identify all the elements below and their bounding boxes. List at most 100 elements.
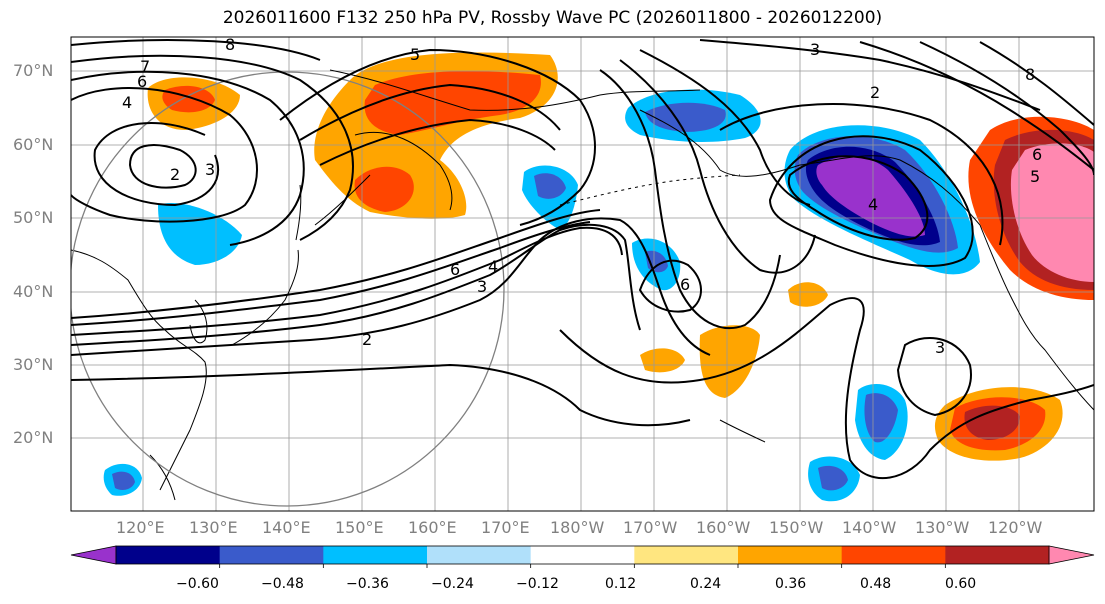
contour-label: 6 — [1032, 145, 1042, 164]
coastline-asia — [71, 249, 207, 491]
coastline-siberia — [329, 69, 701, 111]
lat-label-60n: 60°N — [13, 135, 54, 154]
colorbar-tick-label: −0.60 — [176, 576, 219, 592]
colorbar-segment — [427, 546, 532, 564]
lat-label-70n: 70°N — [13, 61, 54, 80]
contour-low-west-2 — [128, 144, 197, 189]
colorbar-tick-label: 0.24 — [690, 576, 722, 592]
colorbar-segment — [219, 546, 324, 564]
map-plot-area: 8 7 6 4 2 3 5 3 2 4 6 4 3 2 6 3 8 5 6 — [71, 35, 1094, 511]
contour-label: 3 — [810, 40, 820, 59]
contour-label: 5 — [1030, 167, 1040, 186]
contour-ridge-4 — [299, 83, 561, 141]
colorbar-frame — [115, 545, 1050, 565]
coastline-kamchatka — [354, 131, 453, 211]
colorbar-tick-label: −0.48 — [261, 576, 304, 592]
colorbar-segment — [530, 546, 635, 564]
positive-anomaly-okhotsk-core — [354, 166, 414, 212]
lat-label-40n: 40°N — [13, 282, 54, 301]
colorbar-extend-low — [70, 545, 117, 565]
contour-label: 6 — [680, 275, 690, 294]
lon-label-160w: 160°W — [696, 518, 751, 537]
colorbar — [70, 545, 1095, 568]
lon-label-170w: 170°W — [623, 518, 678, 537]
negative-anomaly-central-pac-core — [645, 250, 668, 273]
contour-sub-3b — [896, 336, 972, 417]
contour-label: 5 — [410, 45, 420, 64]
pv-contour-labels: 8 7 6 4 2 3 5 3 2 4 6 4 3 2 6 3 8 5 6 — [122, 35, 1042, 357]
contour-ridge-5 — [279, 48, 596, 226]
colorbar-tick-label: −0.36 — [346, 576, 389, 592]
lon-label-150w: 150°W — [769, 518, 824, 537]
positive-anomaly-west-coast-strong — [1010, 143, 1094, 282]
lon-label-160e: 160°E — [408, 518, 457, 537]
contour-goa-low-4 — [787, 155, 929, 241]
contour-goa-5-north — [919, 41, 1094, 176]
contour-4-jet — [71, 226, 623, 336]
negative-anomaly-bering-core — [645, 102, 726, 132]
lon-label-120e: 120°E — [116, 518, 165, 537]
pv-anomaly-shading — [103, 52, 1094, 502]
coastline-korea — [189, 299, 208, 344]
coastline-alaska — [639, 109, 981, 226]
contour-label: 4 — [868, 195, 878, 214]
contour-trough-3 — [619, 59, 816, 274]
contour-label: 3 — [477, 277, 487, 296]
coastline-hawaii — [719, 419, 766, 443]
contour-label: 8 — [225, 35, 235, 54]
colorbar-tick-label: 0.60 — [945, 576, 977, 592]
lon-label-130w: 130°W — [915, 518, 970, 537]
contour-label: 3 — [935, 338, 945, 357]
contour-ridge-3 — [319, 118, 556, 166]
colorbar-segment — [738, 546, 843, 564]
contour-west-4 — [71, 87, 258, 223]
positive-anomaly-subtropical-east-dark — [964, 405, 1020, 440]
lat-label-30n: 30°N — [13, 355, 54, 374]
contour-label: 7 — [140, 57, 150, 76]
lat-label-50n: 50°N — [13, 208, 54, 227]
contour-label: 4 — [488, 257, 498, 276]
contour-goa-low-3 — [768, 135, 974, 267]
negative-anomaly-philippines-core — [112, 471, 135, 490]
contour-label: 2 — [170, 165, 180, 184]
pv-contours — [71, 39, 1094, 479]
contour-6-jet — [71, 221, 591, 326]
contour-west-7 — [71, 54, 354, 241]
reference-circle — [71, 71, 505, 507]
positive-anomaly-midpac-3 — [788, 282, 828, 307]
lon-label-140w: 140°W — [842, 518, 897, 537]
contour-outer-jet — [71, 209, 601, 319]
colorbar-tick-label: 0.48 — [860, 576, 892, 592]
contour-west-6 — [71, 70, 305, 246]
contour-west-8 — [71, 39, 321, 61]
colorbar-segment — [634, 546, 739, 564]
contour-label: 8 — [1025, 65, 1035, 84]
map-title: 2026011600 F132 250 hPa PV, Rossby Wave … — [222, 8, 883, 28]
negative-anomaly-aleutian-core — [534, 173, 566, 199]
coastline-sakhalin — [295, 184, 302, 241]
coastline-aleutians — [559, 174, 741, 206]
contour-goa-low-2 — [719, 103, 1004, 246]
positive-anomaly-midpac-1 — [699, 325, 760, 398]
negative-anomaly-gulf-of-alaska-strong — [816, 156, 925, 237]
contour-goa-6-north — [979, 41, 1094, 126]
contour-sub-2 — [71, 363, 691, 427]
colorbar-extend-high — [1048, 545, 1095, 565]
coastline-japan — [231, 249, 299, 346]
negative-anomaly-sakhalin — [158, 203, 242, 265]
contour-goa-4-north — [859, 41, 1094, 171]
lat-label-20n: 20°N — [13, 428, 54, 447]
contour-label: 3 — [205, 160, 215, 179]
contour-trough-6 — [638, 259, 702, 313]
colorbar-tick-label: −0.24 — [431, 576, 474, 592]
lon-label-120w: 120°W — [988, 518, 1043, 537]
contour-trough-4 — [599, 69, 781, 330]
positive-anomaly-midpac-2 — [640, 348, 685, 373]
contour-low-west-3 — [93, 122, 220, 207]
contour-label: 6 — [450, 260, 460, 279]
colorbar-tick-label: −0.12 — [516, 576, 559, 592]
contour-label: 2 — [870, 83, 880, 102]
lon-label-140e: 140°E — [262, 518, 311, 537]
contour-label: 6 — [137, 72, 147, 91]
